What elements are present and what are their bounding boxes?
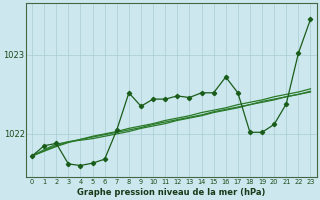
X-axis label: Graphe pression niveau de la mer (hPa): Graphe pression niveau de la mer (hPa) (77, 188, 266, 197)
